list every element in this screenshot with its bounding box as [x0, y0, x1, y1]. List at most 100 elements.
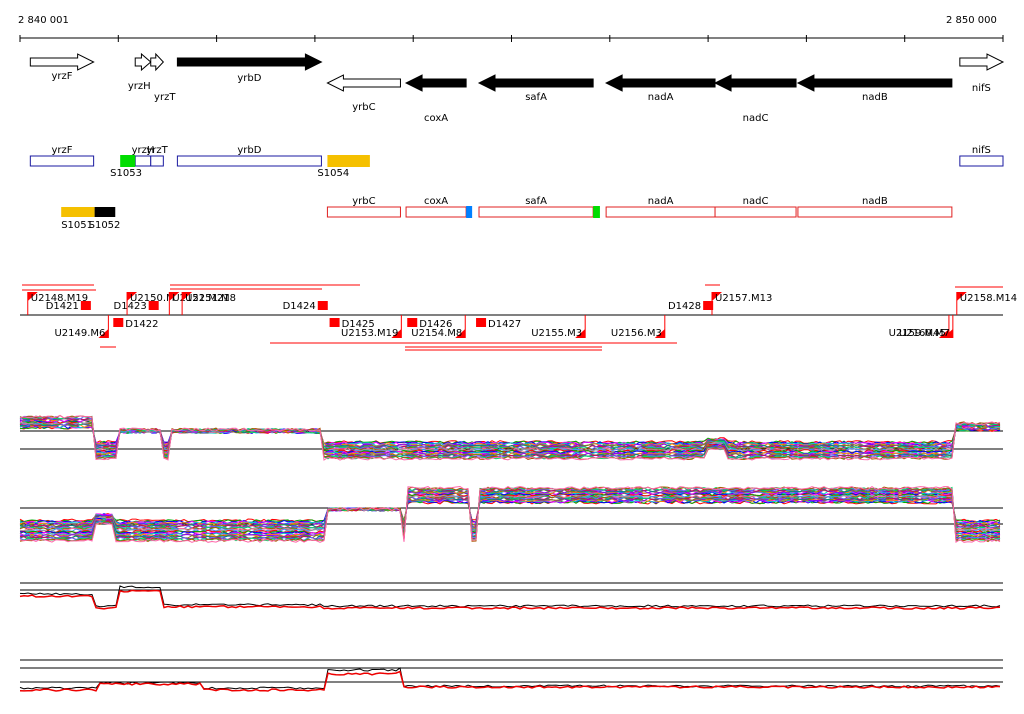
transcript-label-U2153.M19: U2153.M19 [341, 328, 398, 339]
gene-box-yrbD[interactable] [176, 155, 322, 167]
expression-profile-red [19, 589, 1001, 610]
gene-box-nadB[interactable] [797, 206, 953, 218]
expression-profile [19, 499, 1001, 524]
feature-marker-D1424 [317, 301, 328, 310]
gene-box-label-nadB: nadB [862, 196, 888, 207]
segment-label-S1053: S1053 [110, 168, 142, 179]
gene-box-safA[interactable] [478, 206, 594, 218]
transcript-label-U2150.M: U2150.M [130, 293, 175, 304]
gene-arrow-yrbD[interactable] [176, 53, 323, 71]
transcript-label-U2152.M21: U2152.M21 [172, 293, 229, 304]
segment-small [593, 206, 600, 218]
segment-S1054 [327, 155, 370, 167]
gene-box-coxA[interactable] [405, 206, 467, 218]
expression-profile-black [19, 667, 1001, 690]
expression-profile [19, 414, 1001, 461]
expression-profile [19, 495, 1001, 529]
transcript-label-D1426: D1426 [419, 319, 452, 330]
tss-marker-U2149.M6 [98, 329, 109, 338]
expression-profile-red [19, 670, 1001, 692]
gene-box-yrzT[interactable] [150, 155, 164, 167]
gene-box-label-nadC: nadC [743, 196, 769, 207]
gene-box-label-nadA: nadA [648, 196, 674, 207]
gene-box-nifS[interactable] [959, 155, 1004, 167]
expression-profile [19, 416, 1001, 459]
gene-box-label-nifS: nifS [972, 145, 991, 156]
expression-panels [19, 414, 1003, 692]
gene-box-label-yrzH: yrzH [132, 145, 155, 156]
expression-profile [19, 425, 1001, 446]
range-start-label: 2 840 001 [18, 15, 69, 26]
gene-arrow-nadC[interactable] [713, 74, 797, 92]
transcript-label-D1425: D1425 [342, 319, 375, 330]
expression-profile [19, 485, 1001, 544]
feature-marker-D1421 [80, 301, 91, 310]
gene-box-yrbC[interactable] [326, 206, 401, 218]
gene-box-label-yrzF: yrzF [51, 145, 72, 156]
segment-label-S1051: S1051 [61, 220, 93, 231]
gene-box-yrzH[interactable] [134, 155, 152, 167]
transcript-label-U2149.M6: U2149.M6 [54, 328, 105, 339]
transcript-label-D1427: D1427 [488, 319, 521, 330]
feature-marker-D1428 [703, 301, 714, 310]
gene-label-nadA: nadA [648, 92, 674, 103]
gene-arrow-yrzT[interactable] [150, 52, 165, 72]
gene-arrow-coxA[interactable] [404, 74, 467, 92]
feature-marker-D1427 [476, 318, 487, 327]
tss-marker-U2154.M8 [455, 329, 466, 338]
gene-box-nadA[interactable] [605, 206, 716, 218]
segment-S1053 [120, 155, 136, 167]
transcript-label-U2159.M45: U2159.M45 [889, 328, 946, 339]
tss-marker-U2156.M3 [654, 329, 665, 338]
gene-label-yrzT: yrzT [154, 92, 176, 103]
coordinate-ruler [19, 35, 1004, 42]
gene-arrow-yrzH[interactable] [134, 52, 152, 72]
transcript-label-D1422: D1422 [125, 319, 158, 330]
tss-marker-U2150.M [127, 292, 138, 301]
feature-marker-D1423 [148, 301, 159, 310]
expression-profile [19, 489, 1001, 538]
segment-S1052 [94, 207, 116, 217]
transcript-label-D1423: D1423 [114, 301, 147, 312]
transcript-label-U2156.M3: U2156.M3 [611, 328, 662, 339]
gene-label-nifS: nifS [972, 83, 991, 94]
gene-arrow-nadB[interactable] [796, 74, 953, 92]
transcript-label-U2155.M3: U2155.M3 [531, 328, 582, 339]
gene-box-yrzF[interactable] [29, 155, 95, 167]
gene-box-label-yrbC: yrbC [352, 196, 375, 207]
gene-label-yrzF: yrzF [51, 71, 72, 82]
gene-label-yrbD: yrbD [237, 73, 261, 84]
gene-arrow-nifS[interactable] [959, 53, 1005, 71]
transcript-label-U2158.M14: U2158.M14 [960, 293, 1017, 304]
tss-marker-U2152.M21 [169, 292, 180, 301]
gene-arrow-yrzF[interactable] [29, 53, 95, 71]
gene-label-yrbC: yrbC [352, 102, 375, 113]
gene-label-safA: safA [525, 92, 547, 103]
gene-label-coxA: coxA [424, 113, 448, 124]
gene-box-label-safA: safA [525, 196, 547, 207]
expression-profile [19, 500, 1001, 523]
tss-marker-U2148.M19 [27, 292, 38, 301]
tss-marker-U2153.M19 [391, 329, 402, 338]
gene-box-label-coxA: coxA [424, 196, 448, 207]
feature-marker-D1425 [329, 318, 340, 327]
gene-arrow-nadA[interactable] [605, 74, 716, 92]
transcript-label-U2160.M7: U2160.M7 [899, 328, 950, 339]
transcript-label-U2154.M8: U2154.M8 [411, 328, 462, 339]
gene-arrow-safA[interactable] [477, 74, 594, 92]
tss-marker-U2157.M13 [712, 292, 723, 301]
gene-box-label-yrzT: yrzT [146, 145, 168, 156]
transcript-label-D1421: D1421 [46, 301, 79, 312]
transcript-label-U2151.M8: U2151.M8 [185, 293, 236, 304]
expression-profile [19, 421, 1001, 451]
range-end-label: 2 850 000 [946, 15, 997, 26]
transcript-label-D1428: D1428 [668, 301, 701, 312]
tss-marker-U2158.M14 [956, 292, 967, 301]
gene-box-nadC[interactable] [714, 206, 797, 218]
gene-arrow-yrbC[interactable] [326, 74, 401, 92]
feature-marker-D1422 [113, 318, 124, 327]
